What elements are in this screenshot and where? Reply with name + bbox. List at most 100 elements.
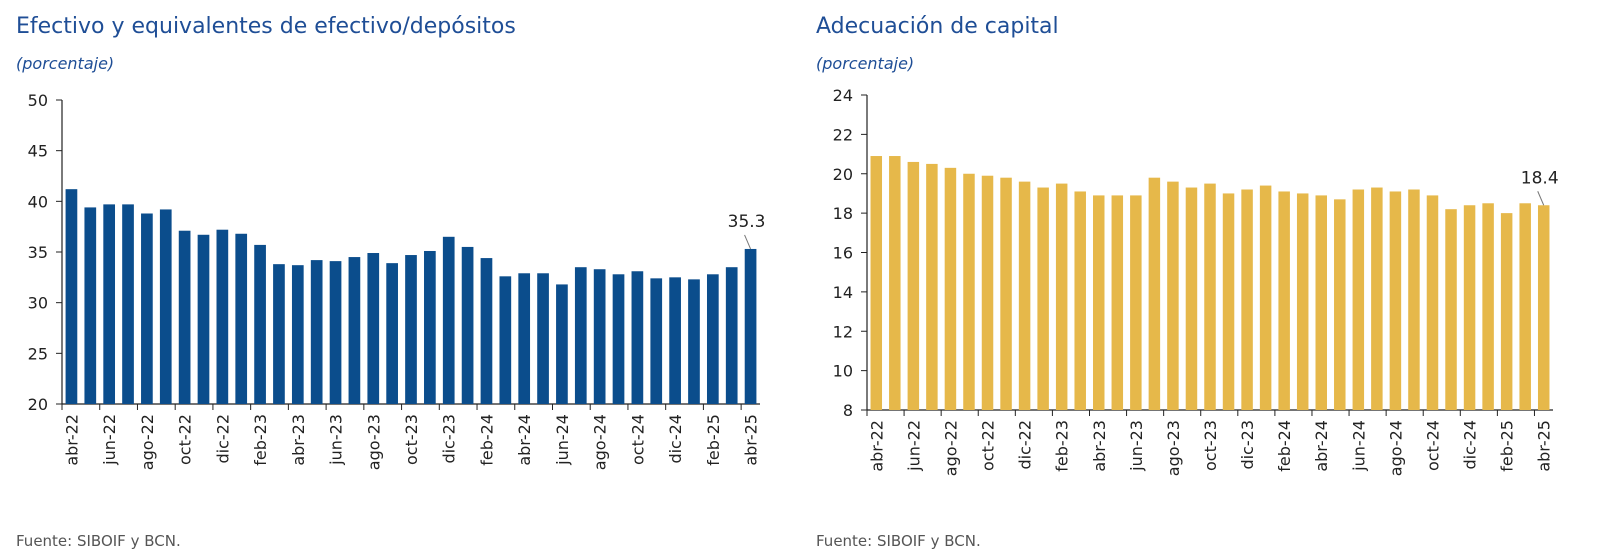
bar-ago-23 bbox=[367, 253, 380, 404]
bar-ago-24 bbox=[1389, 191, 1402, 410]
bar-nov-23 bbox=[424, 250, 436, 404]
bar-feb-25 bbox=[706, 274, 719, 404]
bar-abr-24 bbox=[1315, 195, 1327, 410]
bar-jul-23 bbox=[1148, 177, 1161, 410]
y-tick-label: 8 bbox=[843, 401, 853, 420]
x-tick-label: jun-23 bbox=[1127, 420, 1146, 472]
bar-abr-24 bbox=[518, 273, 531, 404]
bar-ene-23 bbox=[1037, 187, 1049, 410]
bar-jul-22 bbox=[122, 204, 134, 404]
y-tick-label: 22 bbox=[833, 125, 853, 144]
y-tick-label: 40 bbox=[28, 192, 48, 211]
y-tick-label: 14 bbox=[833, 283, 853, 302]
bar-dic-24 bbox=[1463, 205, 1476, 410]
x-tick-label: ago-23 bbox=[1164, 420, 1183, 476]
y-tick-label: 25 bbox=[28, 344, 48, 363]
data-label-last: 18.4 bbox=[1521, 168, 1559, 188]
bar-nov-24 bbox=[1445, 209, 1457, 410]
x-tick-label: dic-24 bbox=[1461, 420, 1480, 470]
x-tick-label: dic-24 bbox=[666, 414, 685, 464]
bar-ene-25 bbox=[1482, 203, 1494, 410]
x-tick-label: ago-23 bbox=[364, 414, 383, 470]
bar-dic-22 bbox=[1018, 181, 1031, 410]
chart-source: Fuente: SIBOIF y BCN. bbox=[16, 532, 181, 550]
bar-nov-23 bbox=[1222, 193, 1235, 410]
bar-jun-23 bbox=[1130, 195, 1142, 410]
bar-feb-24 bbox=[1278, 191, 1290, 410]
bar-abr-25 bbox=[744, 248, 757, 404]
x-tick-label: feb-24 bbox=[477, 414, 496, 466]
bar-jul-22 bbox=[926, 163, 938, 410]
bar-abr-22 bbox=[870, 156, 883, 410]
x-tick-label: ago-24 bbox=[1386, 420, 1405, 476]
x-tick-label: jun-24 bbox=[1349, 420, 1368, 472]
x-tick-label: abr-23 bbox=[1090, 420, 1109, 472]
x-tick-label: feb-25 bbox=[704, 414, 723, 466]
x-tick-label: jun-24 bbox=[553, 414, 572, 466]
chart-title: Adecuación de capital bbox=[816, 14, 1059, 39]
bar-sep-22 bbox=[963, 173, 975, 410]
y-tick-label: 12 bbox=[833, 322, 853, 341]
bar-may-23 bbox=[1111, 195, 1124, 410]
annotation-leader-line bbox=[1537, 191, 1545, 206]
x-tick-label: dic-22 bbox=[1016, 420, 1035, 470]
x-tick-label: abr-25 bbox=[1535, 420, 1554, 472]
bar-may-22 bbox=[84, 207, 97, 404]
x-tick-label: jun-22 bbox=[904, 420, 923, 472]
bar-jul-24 bbox=[574, 267, 587, 404]
bar-dic-23 bbox=[442, 236, 455, 404]
chart-subtitle: (porcentaje) bbox=[16, 54, 115, 73]
bar-oct-24 bbox=[631, 271, 644, 404]
data-label-last: 35.3 bbox=[728, 212, 766, 232]
x-tick-label: ago-22 bbox=[941, 420, 960, 476]
bar-sep-24 bbox=[612, 274, 625, 404]
bar-jun-24 bbox=[556, 284, 568, 404]
bar-jun-24 bbox=[1352, 189, 1365, 410]
bar-abr-23 bbox=[291, 265, 304, 404]
bar-ago-22 bbox=[141, 213, 153, 404]
x-tick-label: oct-24 bbox=[1423, 420, 1442, 471]
x-tick-label: abr-22 bbox=[867, 420, 886, 472]
bar-oct-23 bbox=[1204, 183, 1216, 410]
bar-oct-24 bbox=[1426, 195, 1439, 410]
y-tick-label: 20 bbox=[28, 395, 48, 414]
y-tick-label: 24 bbox=[833, 86, 853, 105]
bar-jul-23 bbox=[348, 257, 361, 404]
y-tick-label: 50 bbox=[28, 91, 48, 110]
bar-feb-24 bbox=[480, 258, 493, 404]
bar-jun-23 bbox=[329, 261, 342, 404]
x-tick-label: oct-24 bbox=[628, 414, 647, 465]
bar-nov-24 bbox=[650, 278, 663, 404]
annotation-leader-line bbox=[744, 234, 752, 250]
x-tick-label: jun-22 bbox=[100, 414, 119, 466]
bar-sep-23 bbox=[386, 263, 398, 404]
chart-source: Fuente: SIBOIF y BCN. bbox=[816, 532, 981, 550]
bar-may-23 bbox=[310, 260, 323, 404]
bar-sep-22 bbox=[159, 209, 172, 404]
x-tick-label: feb-25 bbox=[1498, 420, 1517, 472]
bar-may-24 bbox=[537, 273, 549, 404]
x-tick-label: dic-23 bbox=[440, 414, 459, 464]
x-tick-label: oct-23 bbox=[402, 414, 421, 465]
bar-mar-25 bbox=[725, 267, 738, 404]
bar-ene-25 bbox=[688, 279, 700, 404]
x-tick-label: feb-23 bbox=[251, 414, 270, 466]
y-tick-label: 18 bbox=[833, 204, 853, 223]
bar-nov-22 bbox=[197, 234, 210, 404]
bar-oct-22 bbox=[178, 230, 191, 404]
bar-abr-25 bbox=[1537, 205, 1550, 410]
bar-ene-24 bbox=[1259, 185, 1272, 410]
bar-ago-23 bbox=[1167, 181, 1179, 410]
bar-sep-24 bbox=[1408, 189, 1420, 410]
x-tick-label: abr-23 bbox=[289, 414, 308, 466]
x-tick-label: abr-24 bbox=[1312, 420, 1331, 472]
x-tick-label: dic-22 bbox=[213, 414, 232, 464]
bar-ago-24 bbox=[593, 269, 606, 404]
bar-oct-22 bbox=[981, 175, 994, 410]
bar-may-22 bbox=[889, 156, 901, 410]
bar-mar-24 bbox=[499, 276, 512, 404]
bar-ene-24 bbox=[461, 246, 474, 404]
x-tick-label: feb-24 bbox=[1275, 420, 1294, 472]
bar-dic-22 bbox=[216, 229, 229, 404]
bar-mar-23 bbox=[1074, 191, 1086, 410]
